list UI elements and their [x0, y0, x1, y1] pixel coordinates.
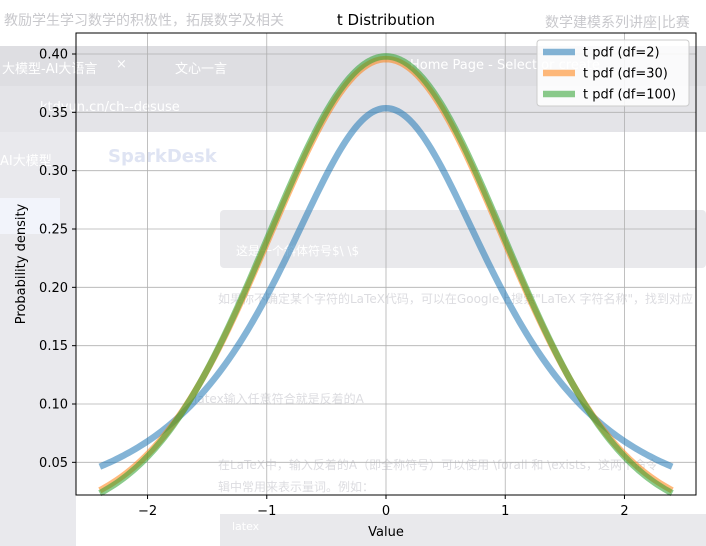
background-sidebar-active — [0, 198, 60, 234]
legend: t pdf (df=2) t pdf (df=30) t pdf (df=100) — [536, 39, 690, 107]
y-tick-label: 0.15 — [39, 339, 68, 354]
y-tick-label: 0.10 — [39, 398, 68, 413]
background-url: ktdyun.cn/ch--desuse — [40, 100, 180, 115]
legend-label-2: t pdf (df=30) — [583, 67, 668, 82]
background-tab-2: 文心一言 — [175, 62, 228, 77]
legend-label-3: t pdf (df=100) — [583, 88, 676, 103]
x-tick-label: 2 — [620, 504, 628, 519]
background-desc-line-2: 辑中常用来表示量词。例如： — [218, 480, 375, 494]
background-code-label: latex — [232, 520, 260, 533]
y-tick-label: 0.40 — [39, 48, 68, 63]
y-axis-label: Probability density — [14, 203, 29, 324]
series-layer — [98, 53, 674, 497]
background-side-label: AI大模型 — [0, 154, 52, 169]
background-top-right-text: 数学建模系列讲座|比赛 — [545, 15, 690, 31]
y-tick-label: 0.05 — [39, 456, 68, 471]
background-desc-line-1: 在LaTeX中，输入反着的A（即全称符号）可以使用 \forall 和 \exi… — [218, 458, 659, 472]
chart-title: t Distribution — [337, 11, 435, 29]
background-brand-logo: SparkDesk — [108, 146, 217, 167]
legend-label-1: t pdf (df=2) — [583, 46, 660, 61]
background-bottom-code-block — [220, 514, 706, 546]
background-tab-1: 大模型-AI大语言 — [2, 62, 98, 77]
legend-box — [536, 39, 690, 107]
x-tick-label: −2 — [138, 504, 157, 519]
series-line-1 — [98, 104, 674, 470]
y-tick-label: 0.20 — [39, 281, 68, 296]
background-top-text: 教励学生学习数学的积极性，拓展数学及相关 — [4, 13, 284, 29]
x-axis-label: Value — [368, 525, 404, 540]
y-tick-label: 0.35 — [39, 106, 68, 121]
tick-marks — [72, 53, 625, 499]
series-line-3 — [98, 53, 674, 497]
background-tab-close: × — [116, 57, 127, 72]
x-tick-label: 1 — [501, 504, 509, 519]
x-tick-label: 0 — [382, 504, 390, 519]
background-hint-line: 如果你不确定某个字符的LaTeX代码，可以在Google上搜索"LaTeX 字符… — [218, 292, 694, 306]
y-tick-label: 0.25 — [39, 223, 68, 238]
x-tick-label: −1 — [257, 504, 276, 519]
y-tick-label: 0.30 — [39, 164, 68, 179]
background-latex-line: latex输入任意符合就是反着的A — [194, 392, 364, 406]
